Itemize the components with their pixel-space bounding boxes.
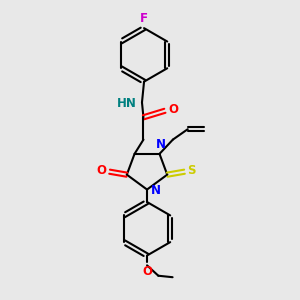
Text: HN: HN xyxy=(117,98,136,110)
Text: N: N xyxy=(151,184,160,196)
Text: O: O xyxy=(142,265,152,278)
Text: F: F xyxy=(140,12,148,25)
Text: S: S xyxy=(188,164,196,177)
Text: O: O xyxy=(97,164,106,177)
Text: N: N xyxy=(156,138,166,151)
Text: O: O xyxy=(168,103,178,116)
